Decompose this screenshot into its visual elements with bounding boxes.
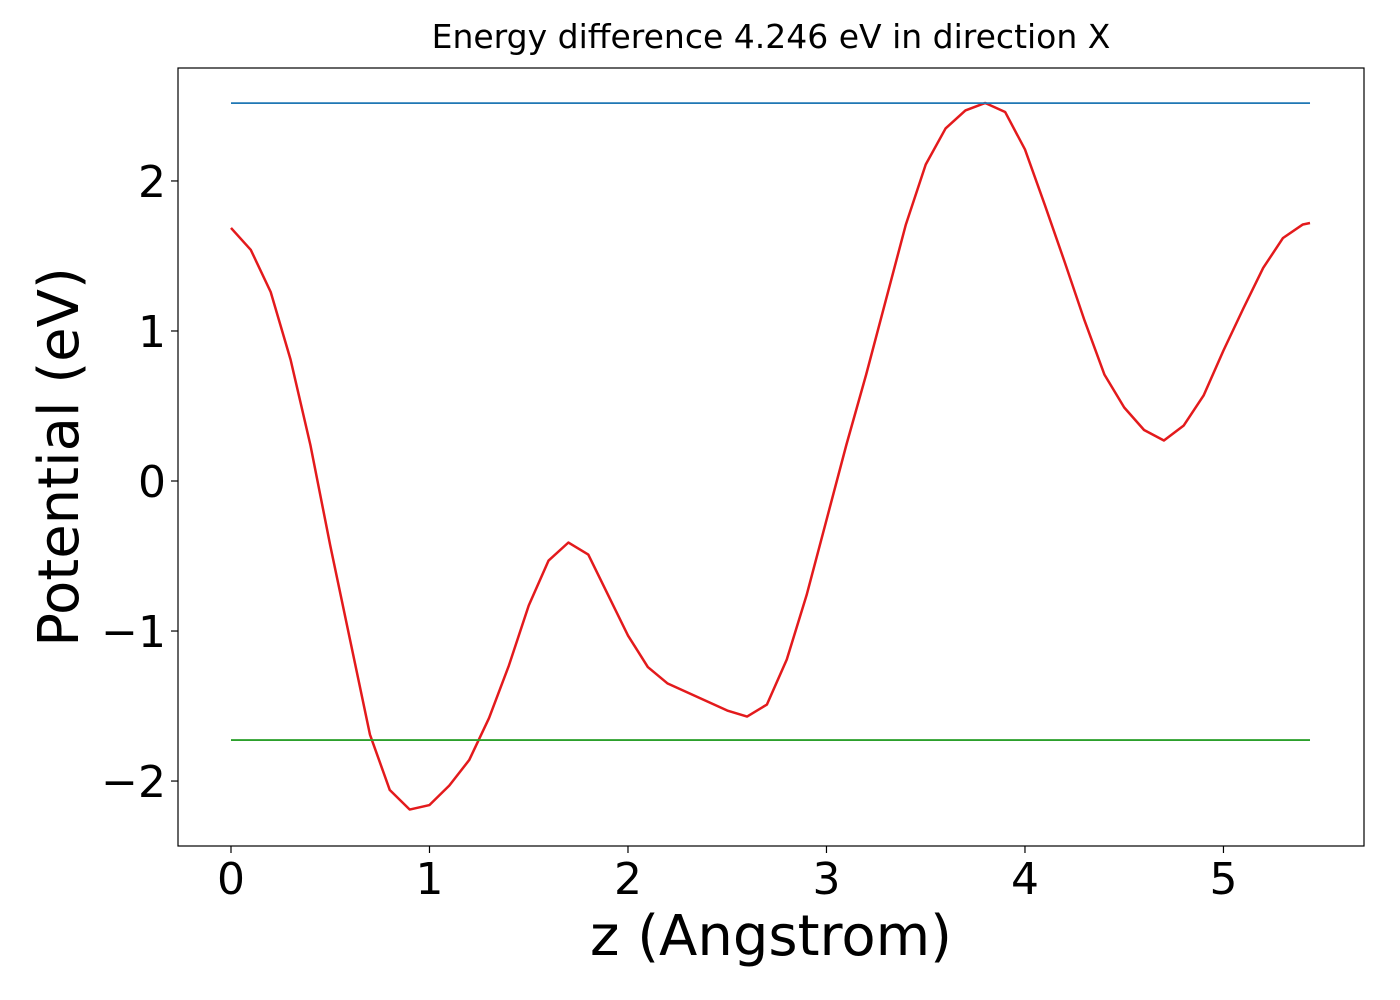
x-tick-label: 5 <box>1209 854 1237 905</box>
y-tick-label: −2 <box>101 757 166 808</box>
y-tick-label: 0 <box>138 457 166 508</box>
plot-frame <box>177 67 1365 847</box>
series-line <box>230 101 1311 811</box>
x-axis-label: z (Angstrom) <box>590 904 952 969</box>
y-tick-label: 1 <box>138 307 166 358</box>
x-tick-label: 4 <box>1011 854 1039 905</box>
x-tick-label: 3 <box>812 854 840 905</box>
chart-title: Energy difference 4.246 eV in direction … <box>432 17 1111 56</box>
x-tick-label: 2 <box>614 854 642 905</box>
x-tick-label: 1 <box>415 854 443 905</box>
y-tick-label: 2 <box>138 157 166 208</box>
y-tick-label: −1 <box>101 607 166 658</box>
x-tick-label: 0 <box>217 854 245 905</box>
y-axis-label: Potential (eV) <box>27 267 92 647</box>
